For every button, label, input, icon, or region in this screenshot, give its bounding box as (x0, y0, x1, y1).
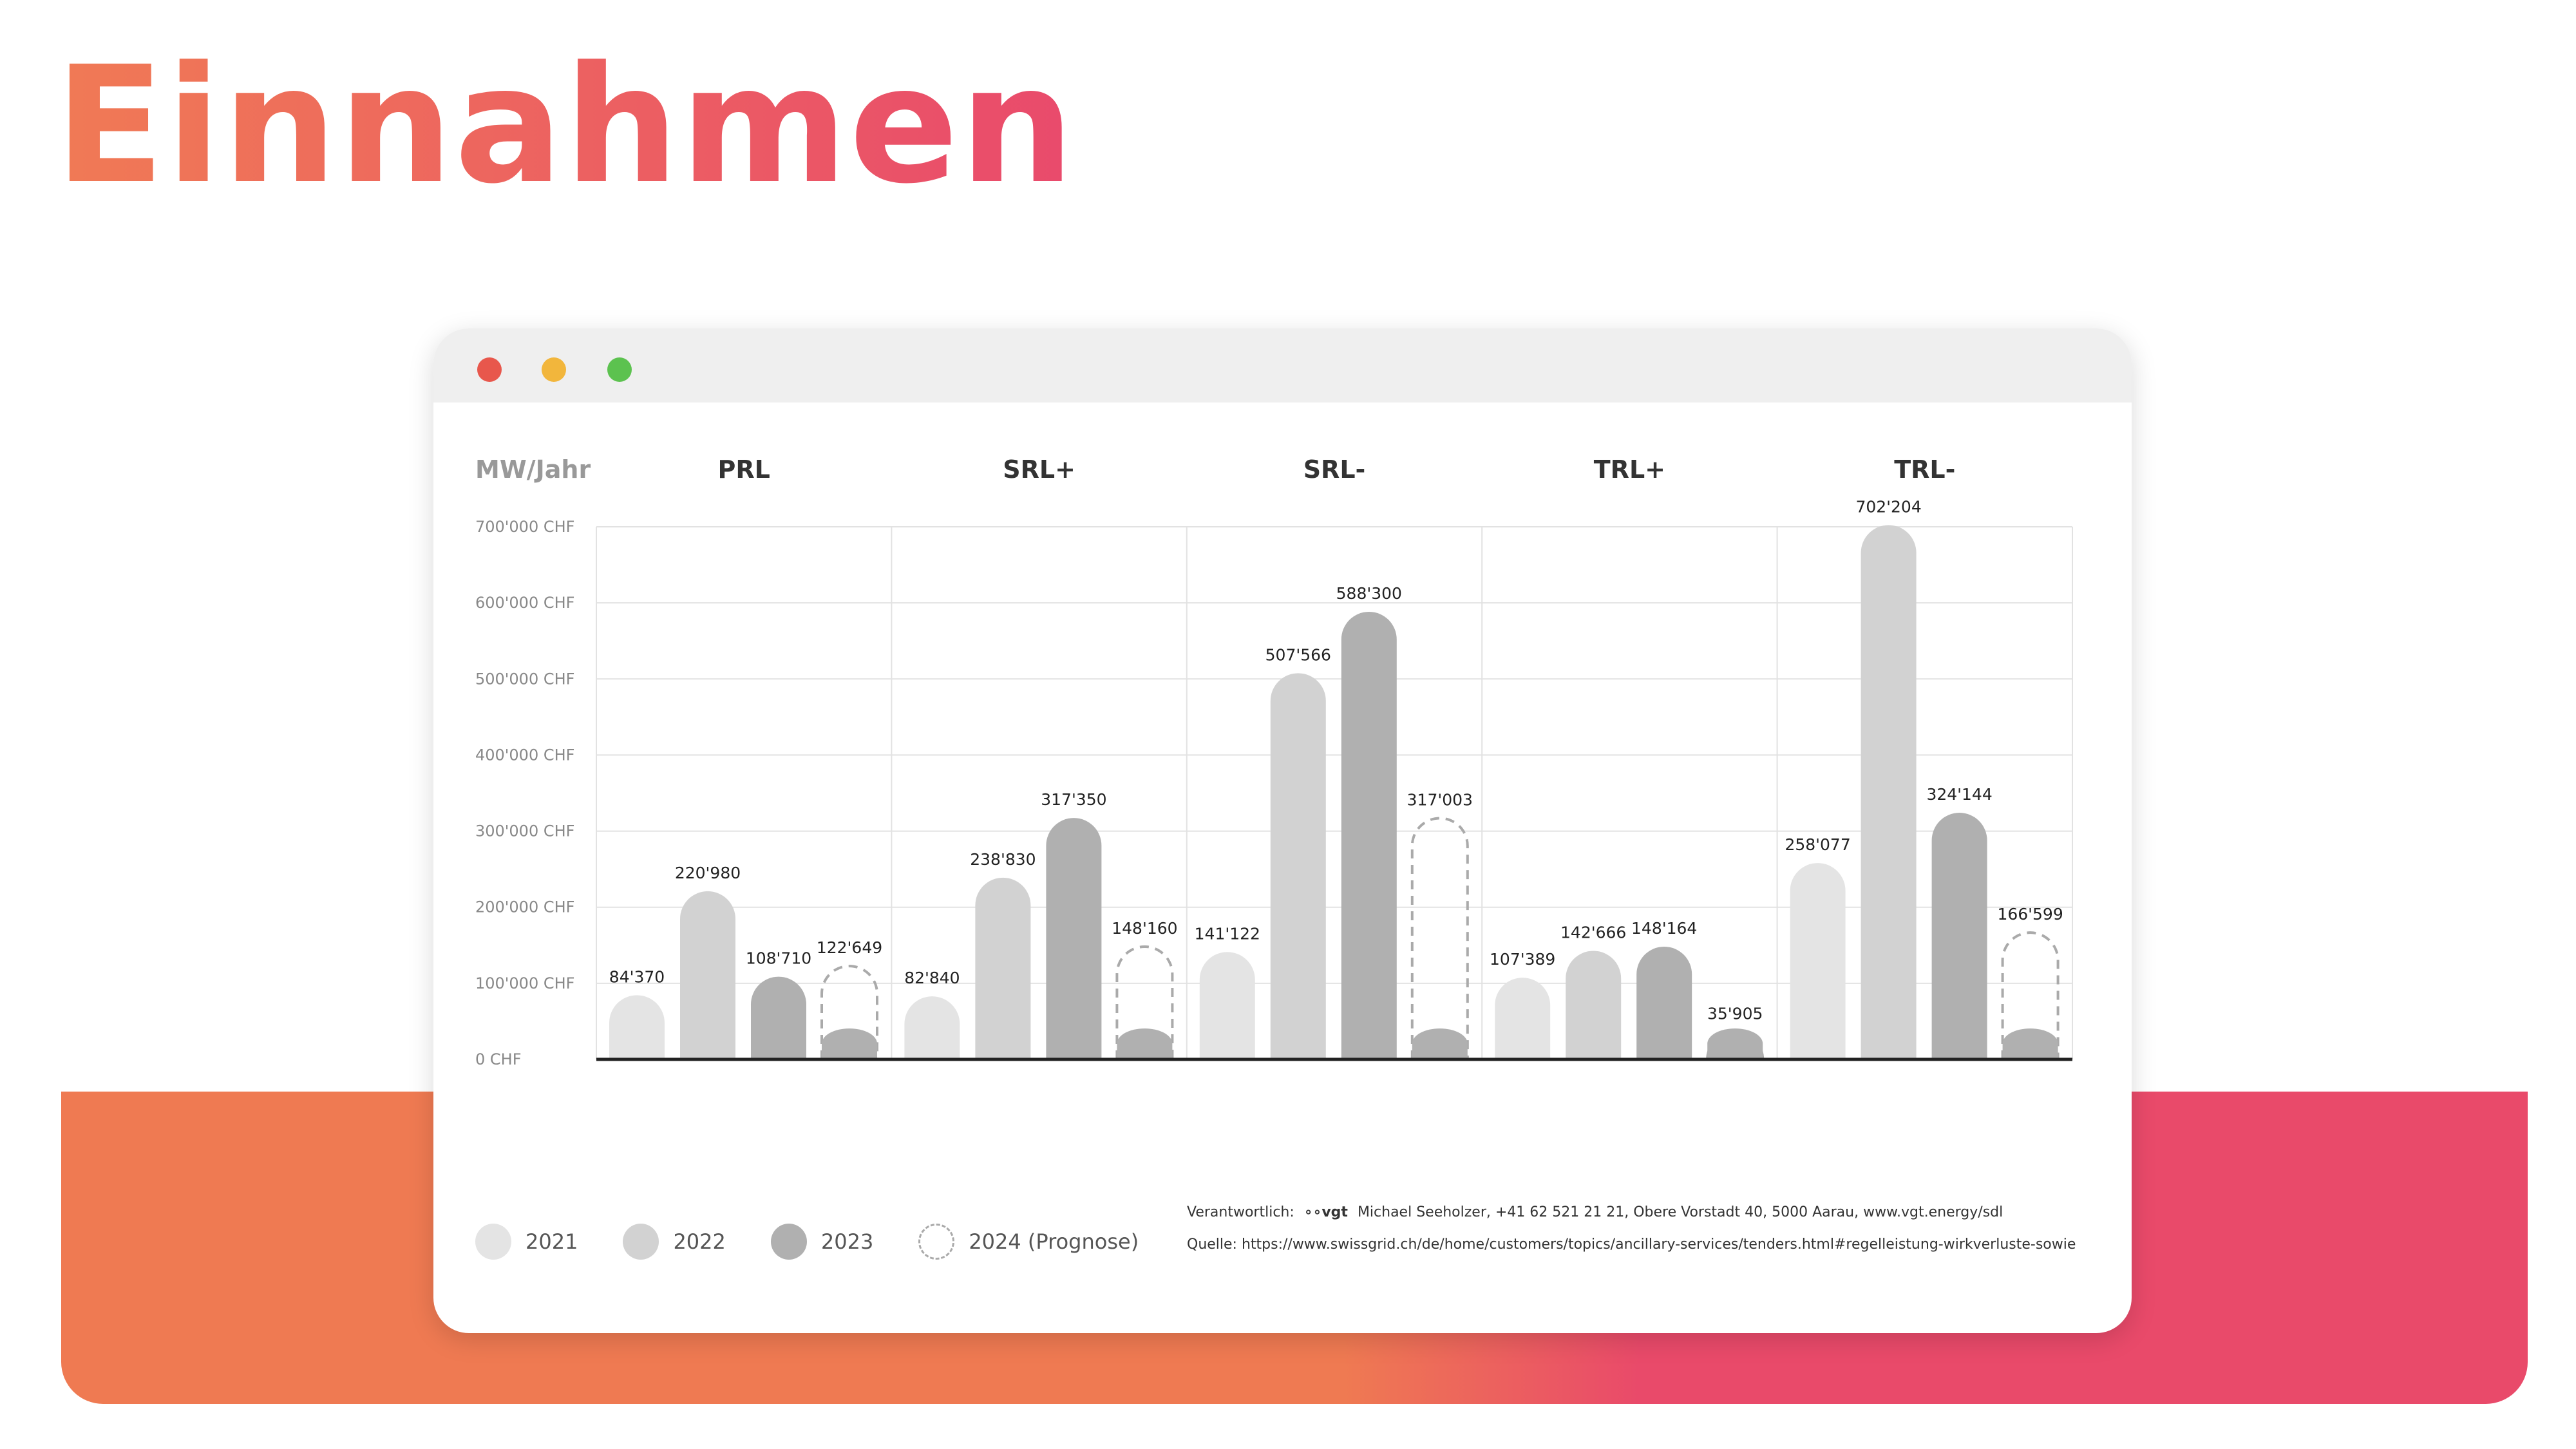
bar-2023-SRL- (1341, 611, 1397, 1059)
y-tick-label: 400'000 CHF (475, 746, 574, 764)
legend-item: 2024 (Prognose) (918, 1224, 1139, 1260)
data-label: 148'160 (1112, 919, 1177, 938)
bar-2021-PRL (609, 995, 665, 1059)
group-label: SRL- (1303, 455, 1366, 484)
group-label: TRL+ (1594, 455, 1665, 484)
responsible-line: Verantwortlich: ∘∘vgt Michael Seeholzer,… (1187, 1204, 2003, 1220)
legend-item: 2022 (623, 1224, 726, 1260)
bar-2022-TRL- (1861, 525, 1917, 1059)
bar-2023-PRL (751, 976, 806, 1059)
y-tick-label: 100'000 CHF (475, 974, 574, 992)
bar-2024-SRL- (1410, 817, 1469, 1061)
data-label: 220'980 (675, 864, 741, 882)
data-label: 82'840 (904, 969, 960, 987)
legend-swatch (918, 1224, 955, 1260)
bar-2021-TRL+ (1495, 978, 1551, 1059)
legend-swatch (623, 1224, 659, 1260)
y-tick-label: 300'000 CHF (475, 822, 574, 840)
legend-label: 2022 (673, 1229, 726, 1254)
data-label: 317'003 (1407, 790, 1473, 809)
bar-stub (822, 1028, 877, 1059)
group-label: SRL+ (1003, 455, 1075, 484)
data-label: 324'144 (1926, 785, 1992, 804)
vgt-logo: ∘∘vgt (1303, 1204, 1348, 1220)
data-label: 122'649 (817, 938, 882, 957)
data-label: 35'905 (1707, 1005, 1763, 1023)
source-line[interactable]: Quelle: https://www.swissgrid.ch/de/home… (1187, 1236, 2076, 1253)
bar-chart: MW/Jahr 0 CHF 100'000 CHF 200'000 CHF 300'00… (475, 455, 2073, 1068)
y-tick-label: 600'000 CHF (475, 594, 574, 612)
close-dot[interactable] (477, 357, 502, 382)
data-label: 107'389 (1490, 950, 1555, 969)
data-label: 507'566 (1265, 645, 1331, 664)
chart-legend: 2021 2022 2023 2024 (Prognose) (475, 1224, 1184, 1260)
bar-stub (1412, 1028, 1468, 1059)
group-label: TRL- (1894, 455, 1955, 484)
legend-label: 2024 (Prognose) (969, 1229, 1139, 1254)
legend-label: 2021 (526, 1229, 578, 1254)
data-label: 108'710 (746, 949, 811, 968)
group-label: PRL (718, 455, 770, 484)
y-tick-label: 700'000 CHF (475, 518, 574, 536)
legend-swatch (770, 1224, 807, 1260)
responsible-label: Verantwortlich: (1187, 1204, 1294, 1220)
data-label: 148'164 (1631, 919, 1697, 938)
bar-2022-TRL+ (1566, 951, 1622, 1059)
data-label: 166'599 (1997, 905, 2063, 923)
data-label: 258'077 (1785, 835, 1850, 854)
data-label: 588'300 (1336, 584, 1402, 603)
bar-2024-PRL (820, 965, 878, 1061)
y-tick-label: 0 CHF (475, 1050, 522, 1068)
data-label: 142'666 (1560, 923, 1626, 942)
legend-item: 2023 (770, 1224, 874, 1260)
bar-2024-TRL- (2001, 931, 2060, 1061)
data-label: 238'830 (970, 850, 1036, 869)
bar-2023-TRL- (1931, 813, 1987, 1059)
bar-stub (1117, 1028, 1173, 1059)
bar-2022-SRL- (1270, 673, 1326, 1059)
y-tick-label: 200'000 CHF (475, 898, 574, 916)
legend-item: 2021 (475, 1224, 578, 1260)
responsible-text: Michael Seeholzer, +41 62 521 21 21, Obe… (1357, 1204, 2003, 1220)
legend-label: 2023 (820, 1229, 874, 1254)
maximize-dot[interactable] (607, 357, 632, 382)
browser-window: MW/Jahr 0 CHF 100'000 CHF 200'000 CHF 300'00… (433, 328, 2132, 1333)
data-label: 84'370 (609, 967, 665, 986)
window-titlebar (433, 328, 2132, 402)
page-title: Einnahmen (55, 32, 1076, 219)
bar-stub (1707, 1028, 1763, 1059)
bar-2021-TRL- (1790, 863, 1846, 1059)
y-tick-label: 500'000 CHF (475, 670, 574, 688)
bar-2022-SRL+ (975, 877, 1031, 1059)
data-label: 317'350 (1041, 790, 1106, 809)
data-label: 141'122 (1195, 924, 1260, 943)
bar-2021-SRL- (1199, 952, 1255, 1059)
bar-2021-SRL+ (904, 996, 960, 1059)
data-label: 702'204 (1855, 497, 1921, 516)
bar-2022-PRL (680, 891, 735, 1059)
bar-stub (2002, 1028, 2058, 1059)
bar-2023-SRL+ (1046, 818, 1102, 1059)
minimize-dot[interactable] (542, 357, 566, 382)
bar-2023-TRL+ (1636, 946, 1692, 1059)
bar-2024-SRL+ (1115, 945, 1174, 1061)
legend-swatch (475, 1224, 511, 1260)
y-unit-label: MW/Jahr (475, 455, 591, 484)
